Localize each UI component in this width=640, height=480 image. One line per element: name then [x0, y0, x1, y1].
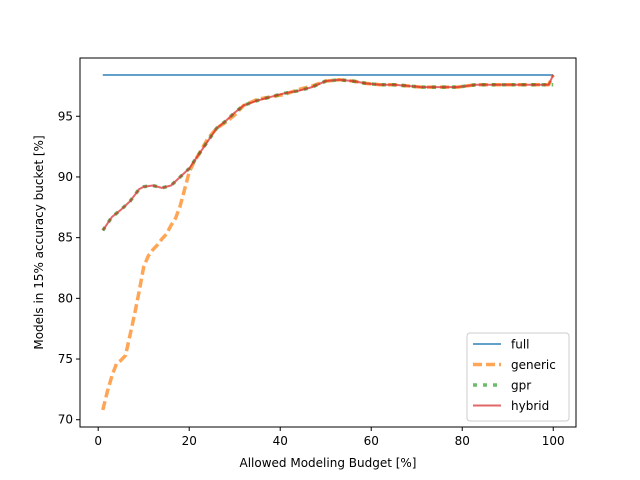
series-layer — [101, 74, 555, 411]
legend-label-hybrid: hybrid — [511, 399, 549, 413]
y-axis-ticks: 70 75 80 85 90 95 — [58, 109, 80, 427]
y-tick-label: 95 — [58, 109, 73, 123]
legend: full generic gpr hybrid — [466, 332, 570, 422]
y-axis-label: Models in 15% accuracy bucket [%] — [32, 135, 46, 349]
x-tick-label: 100 — [542, 434, 565, 448]
legend-label-full: full — [511, 338, 530, 352]
x-tick-label: 80 — [455, 434, 470, 448]
legend-label-generic: generic — [511, 358, 556, 372]
legend-label-gpr: gpr — [511, 379, 531, 393]
series-line-hybrid — [101, 74, 555, 231]
legend-box — [466, 332, 570, 422]
y-tick-label: 90 — [58, 170, 73, 184]
y-tick-label: 80 — [58, 291, 73, 305]
y-tick-label: 85 — [58, 231, 73, 245]
x-tick-label: 40 — [273, 434, 288, 448]
x-axis-label: Allowed Modeling Budget [%] — [240, 456, 417, 470]
y-tick-label: 70 — [58, 413, 73, 427]
x-tick-label: 0 — [94, 434, 102, 448]
plot-frame — [79, 57, 577, 428]
y-tick-label: 75 — [58, 352, 73, 366]
x-axis-ticks: 0 20 40 60 80 100 — [94, 427, 565, 448]
x-tick-label: 60 — [364, 434, 379, 448]
x-tick-label: 20 — [182, 434, 197, 448]
